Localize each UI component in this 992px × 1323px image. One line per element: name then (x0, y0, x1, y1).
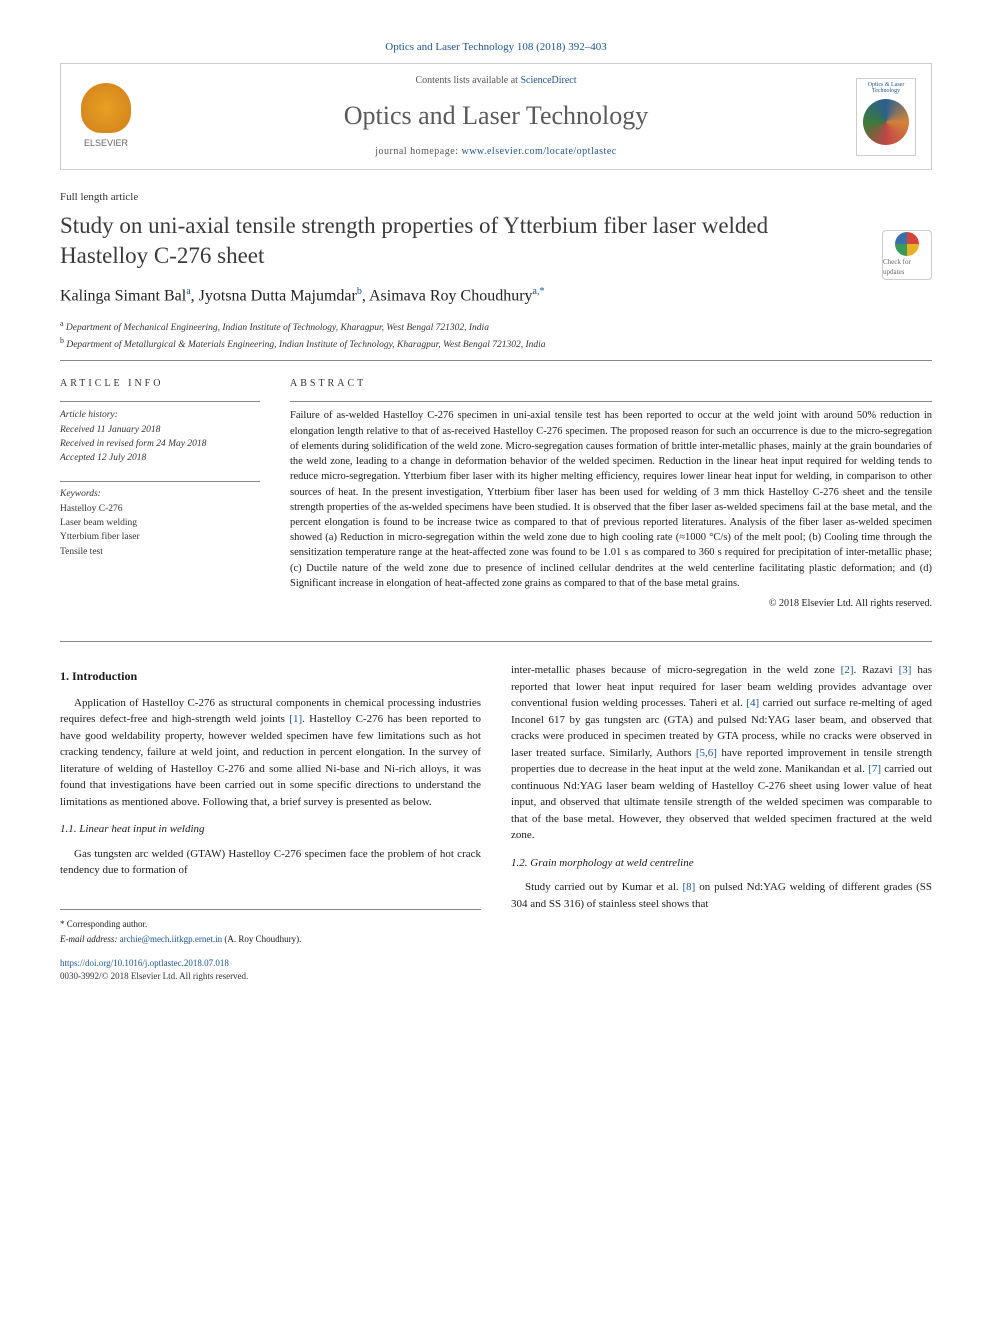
left-column: 1. Introduction Application of Hastelloy… (60, 662, 481, 984)
history-accepted: Accepted 12 July 2018 (60, 451, 260, 465)
check-updates-badge[interactable]: Check for updates (882, 230, 932, 280)
contents-available-line: Contents lists available at ScienceDirec… (156, 74, 836, 88)
affil-a-sup: a (60, 319, 64, 328)
section-1-2-heading: 1.2. Grain morphology at weld centreline (511, 856, 932, 871)
header-center: Contents lists available at ScienceDirec… (156, 74, 836, 158)
abstract-heading: ABSTRACT (290, 377, 932, 391)
sciencedirect-link[interactable]: ScienceDirect (520, 75, 576, 86)
divider (60, 360, 932, 361)
homepage-prefix: journal homepage: (375, 146, 461, 157)
journal-title: Optics and Laser Technology (156, 98, 836, 134)
author-1-affil: a (186, 286, 190, 297)
text-span: . Razavi (853, 664, 898, 676)
ref-link-4[interactable]: [4] (746, 697, 759, 709)
section-1-2-paragraph: Study carried out by Kumar et al. [8] on… (511, 879, 932, 912)
homepage-link[interactable]: www.elsevier.com/locate/optlastec (461, 146, 616, 157)
info-abstract-row: ARTICLE INFO Article history: Received 1… (60, 377, 932, 611)
footer-block: * Corresponding author. E-mail address: … (60, 909, 481, 984)
affil-a-text: Department of Mechanical Engineering, In… (66, 323, 489, 333)
doi-line: https://doi.org/10.1016/j.optlastec.2018… (60, 957, 481, 971)
article-type: Full length article (60, 190, 932, 205)
author-1: Kalinga Simant Bal (60, 287, 186, 304)
divider (60, 641, 932, 642)
abstract-copyright: © 2018 Elsevier Ltd. All rights reserved… (290, 597, 932, 611)
homepage-line: journal homepage: www.elsevier.com/locat… (156, 145, 836, 159)
email-label: E-mail address: (60, 934, 120, 944)
journal-header: ELSEVIER Contents lists available at Sci… (60, 63, 932, 169)
body-two-column: 1. Introduction Application of Hastelloy… (60, 662, 932, 984)
author-2: Jyotsna Dutta Majumdar (199, 287, 357, 304)
keyword-item: Tensile test (60, 545, 260, 559)
author-3: Asimava Roy Choudhury (369, 287, 533, 304)
keywords-list: Hastelloy C-276 Laser beam welding Ytter… (60, 502, 260, 559)
contents-prefix: Contents lists available at (415, 75, 520, 86)
doi-link[interactable]: https://doi.org/10.1016/j.optlastec.2018… (60, 958, 229, 968)
keyword-item: Laser beam welding (60, 516, 260, 530)
journal-reference: Optics and Laser Technology 108 (2018) 3… (60, 40, 932, 55)
article-title: Study on uni-axial tensile strength prop… (60, 211, 932, 271)
authors-line: Kalinga Simant Bala, Jyotsna Dutta Majum… (60, 285, 932, 308)
corresponding-star: * (539, 286, 544, 297)
issn-rights-line: 0030-3992/© 2018 Elsevier Ltd. All right… (60, 970, 481, 984)
section-1-1-heading: 1.1. Linear heat input in welding (60, 822, 481, 837)
corresponding-author-label: * Corresponding author. (60, 918, 481, 932)
section-1-paragraph: Application of Hastelloy C-276 as struct… (60, 695, 481, 811)
elsevier-label: ELSEVIER (84, 137, 128, 150)
crossmark-icon (895, 232, 919, 256)
affil-b-sup: b (60, 336, 64, 345)
check-updates-label: Check for updates (883, 258, 931, 278)
keyword-item: Ytterbium fiber laser (60, 530, 260, 544)
text-span: . Hastelloy C-276 has been reported to h… (60, 713, 481, 808)
cover-image-icon (863, 99, 909, 145)
text-span: inter-metallic phases because of micro-s… (511, 664, 841, 676)
email-link[interactable]: archie@mech.iitkgp.ernet.in (120, 934, 223, 944)
author-2-affil: b (357, 286, 362, 297)
elsevier-tree-icon (81, 83, 131, 133)
ref-link-5-6[interactable]: [5,6] (696, 747, 717, 759)
abstract-text: Failure of as-welded Hastelloy C-276 spe… (290, 401, 932, 591)
col2-paragraph: inter-metallic phases because of micro-s… (511, 662, 932, 844)
article-info-heading: ARTICLE INFO (60, 377, 260, 391)
ref-link-7[interactable]: [7] (868, 763, 881, 775)
article-history-block: Article history: Received 11 January 201… (60, 401, 260, 465)
elsevier-logo: ELSEVIER (76, 82, 136, 152)
history-received: Received 11 January 2018 (60, 423, 260, 437)
history-label: Article history: (60, 408, 260, 422)
email-line: E-mail address: archie@mech.iitkgp.ernet… (60, 933, 481, 947)
ref-link-1[interactable]: [1] (289, 713, 302, 725)
ref-link-2[interactable]: [2] (841, 664, 854, 676)
affiliation-a: a Department of Mechanical Engineering, … (60, 318, 932, 335)
ref-link-3[interactable]: [3] (899, 664, 912, 676)
journal-cover-thumbnail: Optics & Laser Technology (856, 78, 916, 156)
section-1-1-paragraph: Gas tungsten arc welded (GTAW) Hastelloy… (60, 846, 481, 879)
keywords-label: Keywords: (60, 481, 260, 501)
affiliation-b: b Department of Metallurgical & Material… (60, 335, 932, 352)
cover-label: Optics & Laser Technology (860, 82, 912, 95)
abstract-column: ABSTRACT Failure of as-welded Hastelloy … (290, 377, 932, 611)
article-info-column: ARTICLE INFO Article history: Received 1… (60, 377, 260, 611)
section-1-heading: 1. Introduction (60, 668, 481, 685)
right-column: inter-metallic phases because of micro-s… (511, 662, 932, 984)
history-revised: Received in revised form 24 May 2018 (60, 437, 260, 451)
ref-link-8[interactable]: [8] (683, 881, 696, 893)
affiliations: a Department of Mechanical Engineering, … (60, 318, 932, 353)
email-author-name: (A. Roy Choudhury). (222, 934, 301, 944)
keyword-item: Hastelloy C-276 (60, 502, 260, 516)
text-span: Study carried out by Kumar et al. (525, 881, 683, 893)
affil-b-text: Department of Metallurgical & Materials … (66, 340, 545, 350)
